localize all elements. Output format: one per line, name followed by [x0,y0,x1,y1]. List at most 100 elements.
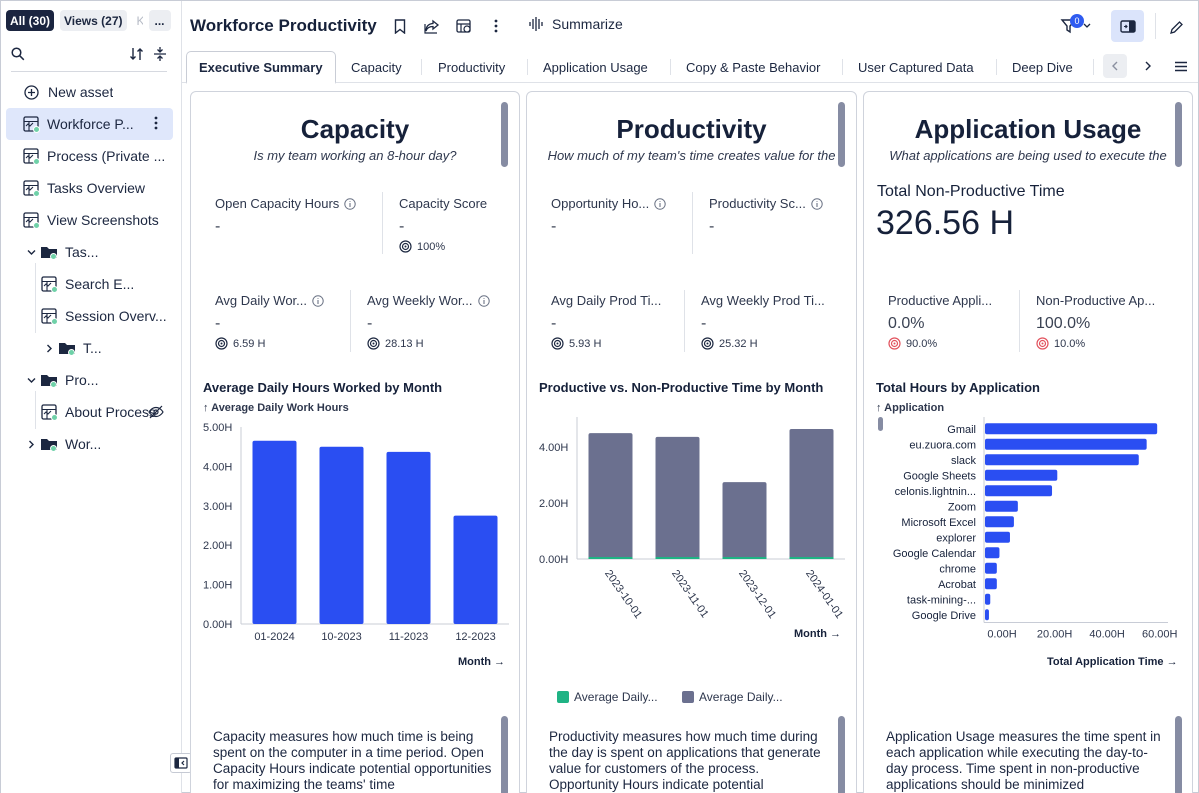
y-tick-label: Zoom [948,501,976,513]
info-icon[interactable] [312,294,324,307]
tab-all[interactable]: All (30) [6,10,55,31]
kpi-value: - [709,218,715,235]
tab-copy-paste-behavior[interactable]: Copy & Paste Behavior [686,59,821,75]
x-axis-label[interactable]: Total Application Time → [1047,656,1178,668]
y-tick-label: 3.00H [203,501,232,513]
y-tick-label: explorer [936,532,976,544]
tree-line [35,263,36,333]
info-icon[interactable] [477,294,490,307]
sort-icon[interactable] [129,46,145,62]
more-options-icon[interactable] [486,15,506,37]
expand-collapse-icon[interactable] [153,46,167,62]
bar [985,593,991,605]
sidebar-item-session-overview[interactable]: Session Overv... [6,300,173,332]
data-model-icon[interactable] [454,15,474,37]
tabs-menu-icon[interactable] [1169,54,1193,78]
share-icon[interactable] [422,15,442,37]
tab-divider [670,59,671,75]
bar [985,469,1058,481]
view-icon [41,275,58,293]
y-tick-label: 2.00H [539,498,568,510]
kpi-label: Avg Daily Wor... [215,293,324,308]
chart-sort-label[interactable]: ↑ Average Daily Work Hours [203,402,349,414]
chevron-down-icon[interactable] [27,376,36,385]
new-asset-button[interactable]: New asset [6,76,173,108]
view-icon [23,115,40,133]
hidden-eye-icon[interactable] [148,405,164,419]
tab-divider [996,59,997,75]
card-scrollbar[interactable] [501,716,508,793]
chevron-right-icon[interactable] [45,344,54,353]
kpi-label: Avg Weekly Wor... [367,293,490,308]
bar [985,485,1053,497]
card-scrollbar[interactable] [838,716,845,793]
collapse-sidebar-button[interactable] [170,753,192,773]
chart-sort-label[interactable]: ↑ Application [876,402,945,414]
more-tabs-button[interactable]: ... [148,10,171,31]
application-hours-chart: Gmail eu.zuora.com slack Google Sheets celon… [878,417,1177,641]
info-icon[interactable] [344,197,356,210]
y-tick-label: task-mining-... [907,594,976,606]
productive-time-chart: 0.00H 2.00H 4.00H 2023-10-01 2023-11-01 2023-… [539,417,845,621]
x-axis-label[interactable]: Month → [794,628,842,640]
tab-user-captured-data[interactable]: User Captured Data [858,59,974,75]
sidebar-item-process-private[interactable]: Process (Private ... [6,140,173,172]
tab-capacity[interactable]: Capacity [351,59,402,75]
sidebar-item-tasks-overview[interactable]: Tasks Overview [6,172,173,204]
sidebar-item-search-events[interactable]: Search E... [6,268,173,300]
sidebar-item-workforce-productivity[interactable]: Workforce P... [6,108,173,140]
daily-hours-chart: 0.00H 1.00H 2.00H 3.00H 4.00H 5.00H 01-2024 10-… [203,422,509,643]
tab-views[interactable]: Views (27) [60,10,127,31]
header-divider [1155,13,1156,39]
sidebar-toolbar [11,44,167,72]
sidebar-item-about-process[interactable]: About Process [6,396,173,428]
tree-line [35,391,36,429]
target-icon [701,337,714,350]
x-tick-label: 12-2023 [455,631,495,643]
total-value: 326.56 H [876,204,1014,242]
card-scrollbar[interactable] [1175,716,1182,793]
tabs-scroll-right-button[interactable] [1136,54,1160,78]
tab-kpis[interactable]: K [132,10,143,31]
info-icon[interactable] [654,197,666,210]
tab-application-usage[interactable]: Application Usage [543,59,648,75]
bar [789,428,834,559]
kpi-target: 10.0% [1036,337,1085,350]
chevron-right-icon[interactable] [27,440,36,449]
bookmark-icon[interactable] [390,15,410,37]
chevron-down-icon[interactable] [27,248,36,257]
legend-item[interactable]: Average Daily... [557,690,658,704]
side-panel-toggle[interactable] [1111,10,1144,42]
sidebar-folder-t[interactable]: T... [6,332,173,364]
kpi-label: Opportunity Ho... [551,196,666,211]
sidebar-folder-workforce[interactable]: Wor... [6,428,173,460]
tab-productivity[interactable]: Productivity [438,59,506,75]
card-scrollbar[interactable] [501,102,508,167]
card-scrollbar[interactable] [838,102,845,167]
more-options-icon[interactable] [154,116,158,130]
summarize-button[interactable]: Summarize [528,16,623,32]
bar [985,516,1014,528]
kpi-divider [382,192,383,254]
y-tick-label: eu.zuora.com [909,439,976,451]
x-axis-label[interactable]: Month → [458,656,506,668]
y-tick-label: Google Calendar [893,548,977,560]
bar [252,440,297,624]
legend-item[interactable]: Average Daily... [682,690,783,704]
info-icon[interactable] [811,197,823,210]
plus-circle-icon [24,84,39,100]
search-icon[interactable] [11,47,25,61]
sidebar-folder-process[interactable]: Pro... [6,364,173,396]
edit-pencil-icon[interactable] [1164,15,1188,39]
sidebar-folder-tasks[interactable]: Tas... [6,236,173,268]
tabs-scroll-left-button[interactable] [1103,54,1127,78]
kpi-value: - [551,218,557,235]
y-tick-label: Acrobat [938,579,976,591]
tab-deep-dive[interactable]: Deep Dive [1012,59,1073,75]
sidebar-item-view-screenshots[interactable]: View Screenshots [6,204,173,236]
card-scrollbar[interactable] [1175,102,1182,167]
bar [985,578,997,590]
kpi-value: - [215,218,221,235]
tab-executive-summary[interactable]: Executive Summary [186,51,336,84]
chart-title: Total Hours by Application [876,380,1040,395]
